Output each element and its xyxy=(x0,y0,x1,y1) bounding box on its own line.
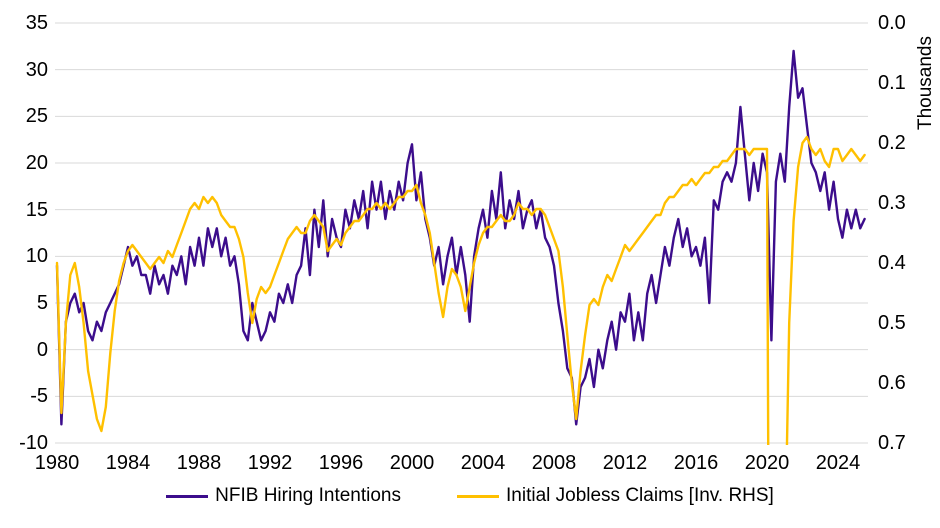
x-axis-tick-label: 2008 xyxy=(531,452,577,474)
legend-label-claims: Initial Jobless Claims [Inv. RHS] xyxy=(506,485,774,506)
left-axis-tick-label: 0 xyxy=(36,338,48,361)
left-axis-tick-label: -5 xyxy=(30,385,48,408)
left-axis-tick-label: 30 xyxy=(25,58,48,81)
x-axis-tick-label: 1988 xyxy=(176,452,222,474)
x-axis-tick-label: 1984 xyxy=(105,452,151,474)
right-axis-tick-label: 0.6 xyxy=(878,372,906,394)
x-axis-tick-label: 2020 xyxy=(744,452,790,474)
left-axis-tick-label: 10 xyxy=(25,245,48,268)
legend-item-claims: Initial Jobless Claims [Inv. RHS] xyxy=(457,485,774,507)
claims-line xyxy=(55,135,866,445)
nfib-line-swatch xyxy=(166,494,209,498)
nfib-line xyxy=(55,49,866,426)
claims-line-swatch xyxy=(457,494,499,498)
legend: NFIB Hiring Intentions Initial Jobless C… xyxy=(0,485,940,507)
left-axis-tick-label: -10 xyxy=(19,432,48,454)
right-axis-tick-label: 0.4 xyxy=(878,252,906,274)
x-axis-tick-label: 2004 xyxy=(460,452,506,474)
legend-item-nfib: NFIB Hiring Intentions xyxy=(166,485,401,507)
x-axis-tick-label: 2016 xyxy=(673,452,719,474)
x-axis-tick-label: 2000 xyxy=(389,452,435,474)
right-axis-tick-label: 0.3 xyxy=(878,192,906,214)
left-axis-tick-label: 25 xyxy=(25,105,48,128)
right-axis-tick-label: 0.0 xyxy=(878,12,906,34)
left-axis-tick-label: 20 xyxy=(25,152,48,174)
right-axis-tick-label: 0.7 xyxy=(878,432,906,454)
x-axis-tick-label: 1980 xyxy=(34,452,80,474)
left-axis-tick-label: 35 xyxy=(25,12,48,34)
right-axis-tick-label: 0.5 xyxy=(878,312,906,334)
x-axis-tick-label: 1996 xyxy=(318,452,364,474)
x-axis-tick-label: 2024 xyxy=(815,452,861,474)
legend-label-nfib: NFIB Hiring Intentions xyxy=(215,485,401,506)
right-axis-title: Thousands xyxy=(915,36,936,131)
left-axis-tick-label: 5 xyxy=(36,292,48,314)
left-axis-tick-label: 15 xyxy=(25,198,48,221)
right-axis-tick-label: 0.1 xyxy=(878,72,906,94)
right-axis-tick-label: 0.2 xyxy=(878,132,906,154)
x-axis-tick-label: 1992 xyxy=(247,452,293,474)
x-axis-tick-label: 2012 xyxy=(602,452,648,474)
